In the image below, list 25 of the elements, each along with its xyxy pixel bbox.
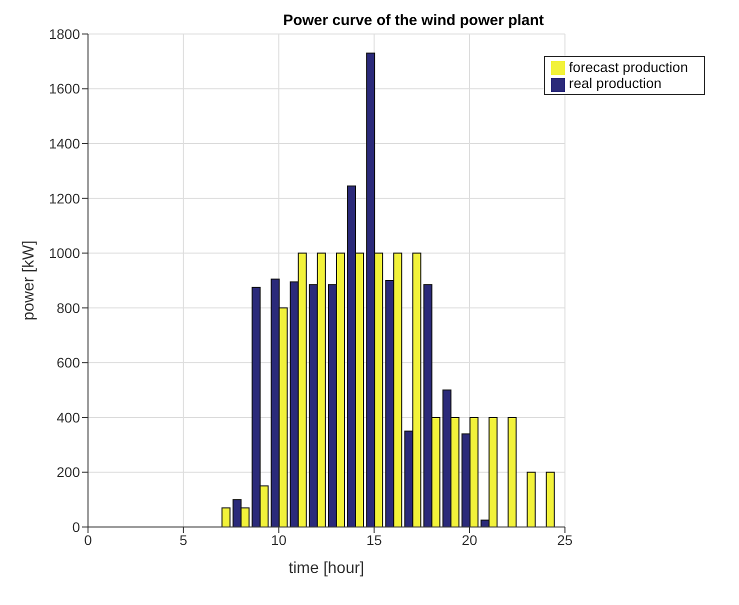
x-tick-label: 5	[179, 532, 188, 548]
y-tick-label: 0	[72, 518, 80, 535]
x-tick-label: 15	[366, 532, 382, 548]
x-tick-label: 20	[462, 532, 478, 548]
y-tick-label: 800	[56, 300, 80, 316]
bar	[546, 472, 555, 527]
x-tick-label: 10	[270, 532, 287, 548]
y-tick-label: 1200	[48, 190, 80, 206]
bar	[526, 472, 536, 527]
y-tick-label: 600	[56, 354, 80, 371]
bar	[222, 507, 230, 527]
legend-label: forecast production	[568, 59, 688, 75]
x-tick-label: 0	[84, 532, 92, 548]
y-tick-label: 1000	[48, 245, 80, 262]
y-tick-label: 400	[56, 409, 80, 426]
y-tick-label: 1800	[48, 26, 80, 42]
y-tick-label: 1600	[48, 80, 80, 97]
y-tick-label: 200	[56, 464, 80, 480]
y-tick-label: 1400	[48, 136, 80, 152]
chart-title: Power curve of the wind power plant	[282, 12, 545, 29]
bar	[508, 416, 517, 527]
x-axis-title: time [hour]	[288, 560, 364, 577]
x-tick-label: 25	[557, 532, 573, 548]
legend-label: real production	[568, 75, 662, 92]
y-axis-title: power [kW]	[20, 240, 38, 321]
